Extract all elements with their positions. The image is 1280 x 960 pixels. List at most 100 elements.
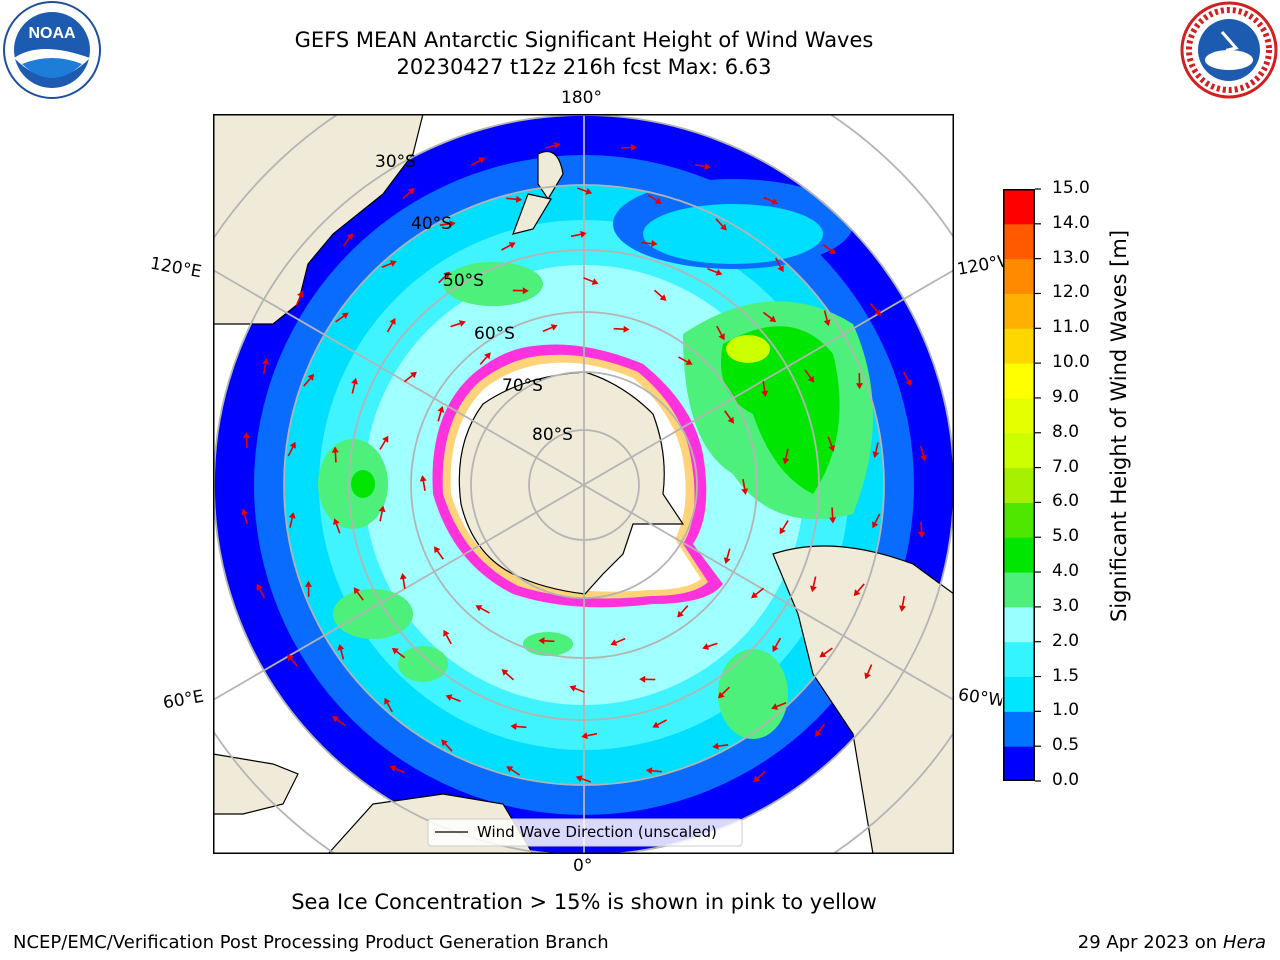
wave-direction-arrow	[762, 311, 777, 323]
wave-direction-arrow	[391, 647, 406, 659]
lat-label-30s: 30°S	[375, 152, 416, 172]
map-legend: Wind Wave Direction (unscaled)	[427, 818, 743, 847]
wave-direction-arrow	[342, 232, 353, 247]
wave-direction-arrow	[512, 287, 529, 295]
wave-direction-arrow	[917, 521, 925, 538]
wave-direction-arrow	[439, 220, 456, 228]
date-stamp: 29 Apr 2023 on Hera	[1078, 932, 1266, 953]
colorbar-swatch	[1003, 572, 1035, 608]
lon-label-120w: 120°W	[955, 252, 1005, 280]
wave-direction-arrow	[829, 507, 837, 524]
wave-direction-arrow	[694, 163, 711, 170]
colorbar-swatch	[1003, 328, 1035, 364]
legend-text: Wind Wave Direction (unscaled)	[477, 823, 717, 841]
lat-label-80s: 80°S	[532, 425, 573, 445]
wave-direction-arrow	[717, 686, 730, 699]
lon-label-60w: 60°W	[956, 685, 1004, 711]
wave-direction-arrow	[712, 742, 729, 750]
australia-land	[213, 114, 424, 325]
wave-direction-arrow	[902, 371, 912, 387]
wave-direction-arrow	[723, 548, 731, 565]
wave-direction-arrow	[610, 637, 626, 646]
map-panel: Wind Wave Direction (unscaled) 30°S 40°S…	[213, 114, 954, 854]
colorbar-title: Significant Height of Wind Waves [m]	[1107, 229, 1131, 623]
low-wave-patch-inner	[643, 204, 823, 264]
wave-direction-arrow	[583, 277, 599, 285]
wave-direction-arrow	[570, 230, 587, 238]
wave-direction-arrow	[335, 312, 349, 323]
map-frame	[213, 114, 954, 854]
wave-direction-arrow	[443, 629, 452, 645]
wave-direction-arrow	[804, 369, 815, 383]
colorbar-tick-label: 2.0	[1052, 630, 1080, 651]
wave-direction-arrow	[613, 325, 630, 333]
wave-direction-arrow	[864, 664, 873, 680]
wave-direction-arrow	[647, 194, 662, 204]
lat-label-60s: 60°S	[474, 324, 515, 344]
wave-direction-arrow	[707, 267, 723, 276]
wave-direction-arrow	[761, 381, 769, 397]
wave-area-4-5m	[721, 326, 840, 494]
colorbar-tick-label: 9.0	[1052, 386, 1080, 407]
wave-direction-arrow	[763, 196, 779, 205]
wave-direction-arrow	[641, 240, 658, 248]
wave-direction-arrow	[677, 605, 689, 618]
wave-direction-arrow	[869, 303, 882, 316]
wave-direction-arrow	[538, 637, 555, 645]
wave-direction-arrow	[262, 358, 269, 375]
wave-direction-arrow	[501, 242, 516, 251]
wave-direction-arrow	[470, 157, 486, 167]
wave-direction-arrow	[510, 722, 527, 730]
wave-direction-arrow	[506, 195, 523, 203]
lon-label-120e: 120°E	[148, 253, 204, 283]
wave-direction-arrow	[751, 587, 765, 599]
colorbar-tick-label: 4.0	[1052, 561, 1080, 582]
wave-area-atlantic	[718, 649, 788, 739]
wave-direction-arrow	[620, 144, 637, 152]
lon-label-180: 180°	[561, 88, 602, 108]
wave-direction-arrow	[441, 739, 453, 752]
wave-direction-arrow	[772, 637, 782, 653]
lat-label-70s: 70°S	[502, 376, 543, 396]
wave-direction-arrow	[353, 587, 364, 601]
colorbar-tick-label: 12.0	[1052, 282, 1090, 303]
colorbar-swatch	[1003, 467, 1035, 503]
wave-direction-arrow	[256, 583, 266, 599]
noaa-logo: NOAA	[3, 1, 101, 99]
colorbar-swatch	[1003, 711, 1035, 747]
wave-direction-arrow	[384, 697, 393, 713]
wave-direction-arrow	[303, 373, 315, 387]
colorbar-swatch	[1003, 676, 1035, 712]
colorbar-tick-label: 8.0	[1052, 421, 1080, 442]
wave-direction-arrow	[639, 675, 656, 683]
colorbar-swatch	[1003, 432, 1035, 469]
wave-direction-arrow	[351, 377, 359, 394]
wave-area-near-ice	[523, 632, 573, 656]
wave-direction-arrow	[288, 512, 296, 528]
wave-direction-arrow	[581, 732, 598, 740]
colorbar-swatch	[1003, 606, 1035, 643]
wave-direction-arrow	[782, 448, 790, 465]
colorbar-swatch	[1003, 502, 1035, 538]
wave-direction-arrow	[899, 595, 906, 612]
wave-direction-arrow	[779, 520, 789, 535]
colorbar-tick-label: 6.0	[1052, 491, 1080, 512]
lat-label-50s: 50°S	[443, 271, 484, 291]
wave-direction-arrow	[678, 356, 693, 365]
colorbar-tick-marks	[1035, 188, 1041, 782]
wave-direction-arrow	[331, 716, 346, 727]
wave-direction-arrow	[381, 260, 397, 268]
wave-direction-arrow	[399, 573, 407, 589]
colorbar-tick-label: 5.0	[1052, 526, 1080, 547]
colorbar-swatch	[1003, 397, 1035, 434]
colorbar-tick-label: 0.0	[1052, 770, 1080, 790]
colorbar-tick-label: 1.0	[1052, 700, 1080, 721]
colorbar-tick-label: 15.0	[1052, 178, 1090, 198]
wave-direction-arrow	[822, 243, 837, 254]
wave-direction-arrow	[379, 435, 389, 450]
wave-direction-arrow	[287, 441, 296, 457]
wave-direction-arrow	[337, 643, 345, 660]
wave-direction-arrow	[853, 583, 865, 597]
noaa-logo-text: NOAA	[28, 25, 76, 42]
wave-direction-arrow	[475, 605, 490, 614]
